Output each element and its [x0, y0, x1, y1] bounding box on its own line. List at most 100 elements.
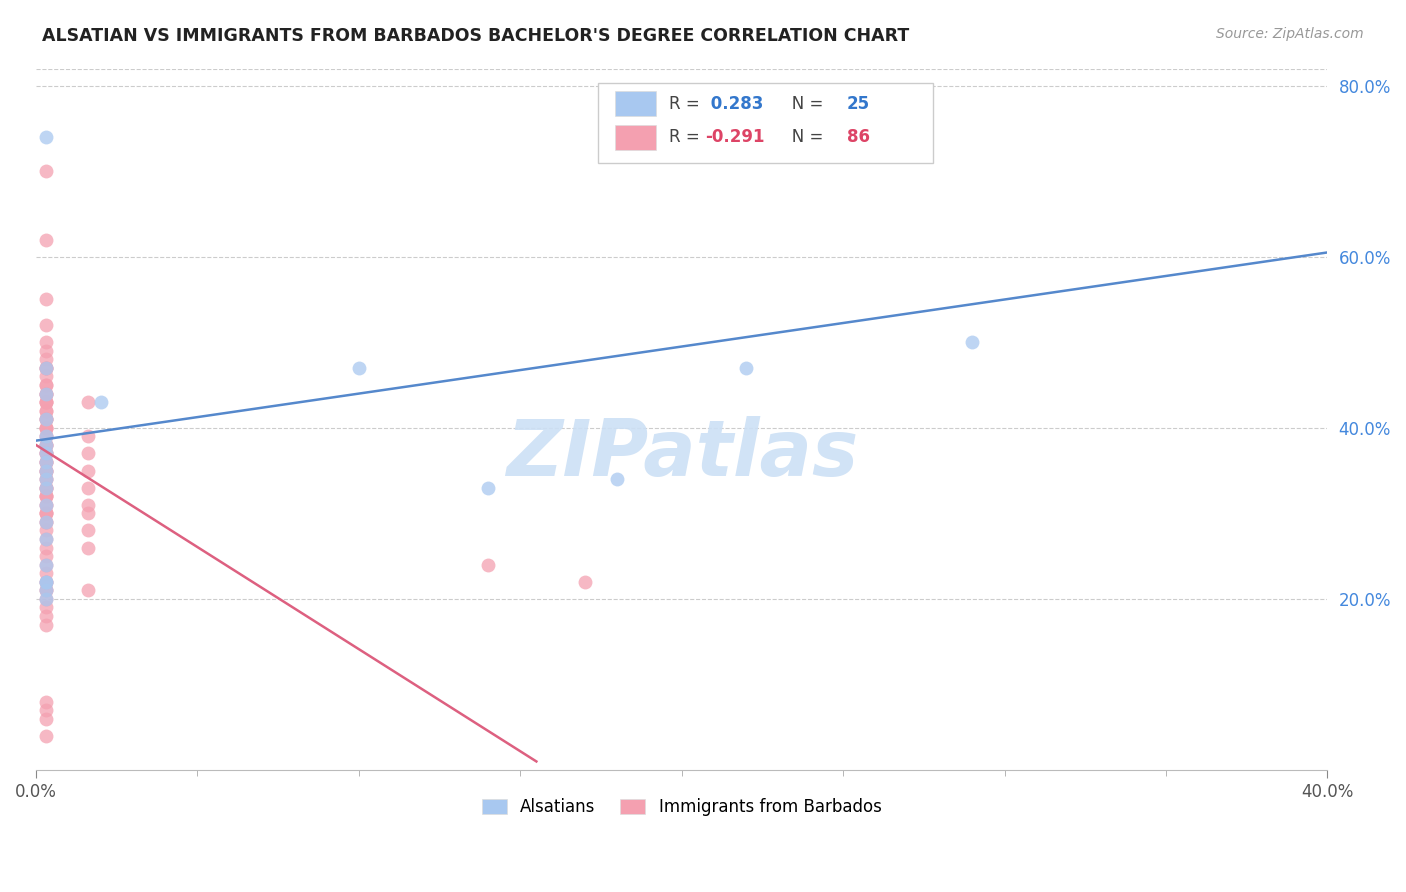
Point [76, 541, 98, 555]
Point [76, 583, 98, 598]
Point [34, 429, 56, 443]
Point [34, 712, 56, 726]
Point [34, 412, 56, 426]
Point [735, 360, 758, 375]
Point [34, 403, 56, 417]
Point [34, 507, 56, 521]
FancyBboxPatch shape [614, 91, 655, 116]
FancyBboxPatch shape [598, 83, 934, 163]
Point [34, 438, 56, 452]
Point [34, 703, 56, 717]
Point [34, 369, 56, 384]
Point [34, 395, 56, 409]
Point [34, 515, 56, 529]
Point [34, 507, 56, 521]
Point [34, 507, 56, 521]
Point [34, 429, 56, 443]
Point [34, 378, 56, 392]
Point [34, 446, 56, 460]
Point [34, 455, 56, 469]
Point [34, 446, 56, 460]
Text: R =: R = [669, 128, 704, 146]
Point [34, 335, 56, 350]
Point [34, 421, 56, 435]
Point [34, 609, 56, 624]
Point [34, 481, 56, 495]
Point [34, 566, 56, 581]
Point [34, 378, 56, 392]
Point [34, 395, 56, 409]
Point [34, 360, 56, 375]
Point [76, 464, 98, 478]
Point [76, 524, 98, 538]
Point [34, 583, 56, 598]
Point [34, 591, 56, 606]
Point [76, 446, 98, 460]
Point [76, 429, 98, 443]
Point [34, 532, 56, 546]
Point [34, 558, 56, 572]
Point [34, 412, 56, 426]
Text: N =: N = [776, 95, 828, 112]
Point [34, 438, 56, 452]
Point [34, 498, 56, 512]
Point [34, 532, 56, 546]
Point [34, 574, 56, 589]
Text: 25: 25 [846, 95, 870, 112]
Point [34, 455, 56, 469]
Text: -0.291: -0.291 [704, 128, 765, 146]
Text: ALSATIAN VS IMMIGRANTS FROM BARBADOS BACHELOR'S DEGREE CORRELATION CHART: ALSATIAN VS IMMIGRANTS FROM BARBADOS BAC… [42, 27, 910, 45]
Point [34, 600, 56, 615]
Point [34, 164, 56, 178]
Point [34, 472, 56, 486]
Point [34, 489, 56, 503]
Point [34, 489, 56, 503]
Point [34, 438, 56, 452]
Point [960, 335, 983, 350]
Point [34, 574, 56, 589]
Point [34, 386, 56, 401]
Point [34, 233, 56, 247]
Point [34, 386, 56, 401]
Point [34, 412, 56, 426]
Point [34, 455, 56, 469]
Point [477, 558, 499, 572]
Point [34, 446, 56, 460]
Point [34, 489, 56, 503]
Text: N =: N = [776, 128, 828, 146]
Point [34, 515, 56, 529]
Point [34, 421, 56, 435]
Point [34, 591, 56, 606]
Point [34, 617, 56, 632]
Text: 86: 86 [846, 128, 870, 146]
Point [34, 293, 56, 307]
Point [34, 541, 56, 555]
Point [34, 403, 56, 417]
Point [34, 695, 56, 709]
Point [76, 395, 98, 409]
Point [34, 583, 56, 598]
Point [477, 481, 499, 495]
Point [34, 574, 56, 589]
Point [34, 464, 56, 478]
Point [574, 574, 596, 589]
Text: R =: R = [669, 95, 704, 112]
Point [34, 352, 56, 367]
Text: ZIPatlas: ZIPatlas [506, 417, 858, 492]
Point [34, 498, 56, 512]
Point [34, 524, 56, 538]
Point [76, 498, 98, 512]
Point [34, 574, 56, 589]
Point [34, 472, 56, 486]
Point [34, 395, 56, 409]
Point [34, 343, 56, 358]
Point [347, 360, 370, 375]
Point [34, 464, 56, 478]
FancyBboxPatch shape [614, 125, 655, 150]
Point [34, 446, 56, 460]
Legend: Alsatians, Immigrants from Barbados: Alsatians, Immigrants from Barbados [474, 790, 890, 825]
Point [34, 130, 56, 145]
Point [34, 481, 56, 495]
Point [34, 360, 56, 375]
Point [34, 429, 56, 443]
